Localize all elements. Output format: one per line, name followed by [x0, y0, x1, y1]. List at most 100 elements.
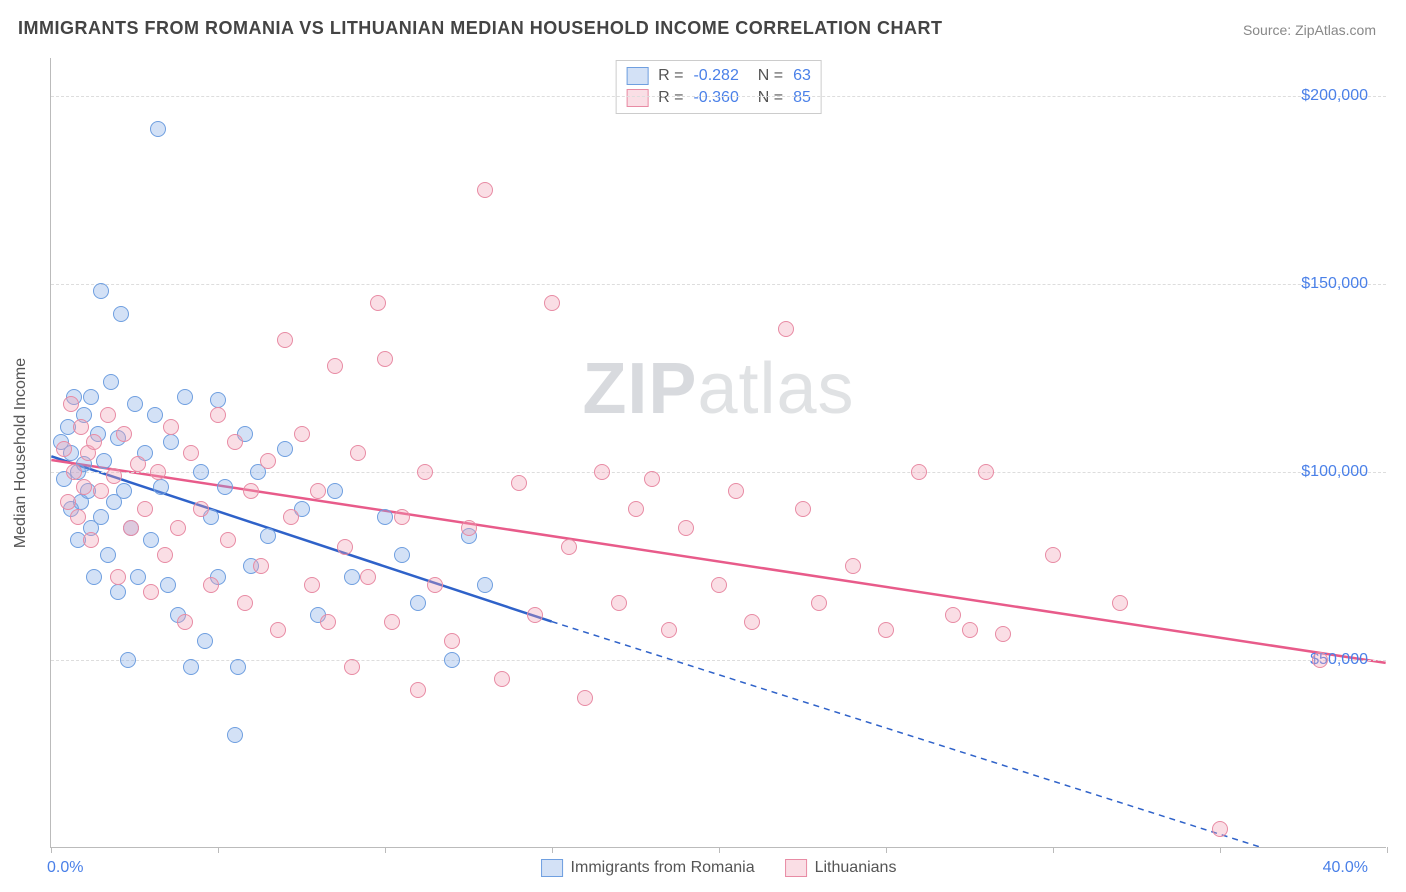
data-point-romania: [153, 479, 169, 495]
data-point-lithuanians: [561, 539, 577, 555]
data-point-romania: [183, 659, 199, 675]
x-tick: [886, 847, 887, 853]
data-point-lithuanians: [237, 595, 253, 611]
watermark-rest: atlas: [697, 349, 854, 429]
y-tick-label: $200,000: [1301, 87, 1368, 105]
x-tick: [218, 847, 219, 853]
data-point-lithuanians: [778, 321, 794, 337]
data-point-lithuanians: [711, 577, 727, 593]
data-point-lithuanians: [477, 182, 493, 198]
data-point-lithuanians: [544, 295, 560, 311]
data-point-lithuanians: [310, 483, 326, 499]
data-point-lithuanians: [377, 351, 393, 367]
data-point-lithuanians: [283, 509, 299, 525]
data-point-lithuanians: [494, 671, 510, 687]
legend-swatch-icon: [541, 859, 563, 877]
data-point-lithuanians: [277, 332, 293, 348]
data-point-romania: [143, 532, 159, 548]
data-point-romania: [83, 389, 99, 405]
data-point-romania: [93, 283, 109, 299]
data-point-lithuanians: [116, 426, 132, 442]
y-tick-label: $100,000: [1301, 463, 1368, 481]
trend-line-dash-romania: [552, 622, 1319, 847]
data-point-lithuanians: [177, 614, 193, 630]
data-point-romania: [116, 483, 132, 499]
data-point-lithuanians: [66, 464, 82, 480]
data-point-romania: [177, 389, 193, 405]
data-point-lithuanians: [83, 532, 99, 548]
x-tick: [1220, 847, 1221, 853]
data-point-romania: [193, 464, 209, 480]
data-point-lithuanians: [137, 501, 153, 517]
data-point-lithuanians: [86, 434, 102, 450]
data-point-romania: [147, 407, 163, 423]
legend-series: Immigrants from Romania Lithuanians: [541, 859, 897, 877]
trend-line-romania: [51, 456, 551, 621]
data-point-romania: [344, 569, 360, 585]
data-point-romania: [477, 577, 493, 593]
data-point-romania: [377, 509, 393, 525]
data-point-romania: [96, 453, 112, 469]
legend-stat-row-romania: R = -0.282 N = 63: [626, 65, 811, 87]
data-point-lithuanians: [210, 407, 226, 423]
data-point-lithuanians: [270, 622, 286, 638]
legend-n-value: 63: [793, 67, 811, 85]
data-point-romania: [217, 479, 233, 495]
watermark: ZIPatlas: [582, 348, 854, 430]
data-point-romania: [444, 652, 460, 668]
source-attribution: Source: ZipAtlas.com: [1243, 22, 1376, 38]
data-point-romania: [100, 547, 116, 563]
source-link[interactable]: ZipAtlas.com: [1295, 22, 1376, 38]
x-axis-max-label: 40.0%: [1323, 859, 1368, 877]
data-point-lithuanians: [337, 539, 353, 555]
data-point-lithuanians: [1112, 595, 1128, 611]
data-point-lithuanians: [123, 520, 139, 536]
x-tick: [719, 847, 720, 853]
legend-series-label: Immigrants from Romania: [571, 859, 755, 877]
data-point-romania: [113, 306, 129, 322]
legend-series-label: Lithuanians: [815, 859, 897, 877]
data-point-romania: [127, 396, 143, 412]
data-point-lithuanians: [978, 464, 994, 480]
data-point-lithuanians: [644, 471, 660, 487]
legend-swatch-icon: [785, 859, 807, 877]
data-point-lithuanians: [427, 577, 443, 593]
gridline: [51, 96, 1386, 97]
y-tick-label: $150,000: [1301, 275, 1368, 293]
data-point-lithuanians: [845, 558, 861, 574]
data-point-romania: [130, 569, 146, 585]
plot-area: ZIPatlas Median Household Income R = -0.…: [50, 58, 1386, 848]
x-tick: [51, 847, 52, 853]
data-point-lithuanians: [203, 577, 219, 593]
legend-series-item-romania: Immigrants from Romania: [541, 859, 755, 877]
data-point-romania: [93, 509, 109, 525]
legend-swatch-icon: [626, 89, 648, 107]
legend-r-label: R =: [658, 89, 683, 107]
data-point-lithuanians: [304, 577, 320, 593]
data-point-lithuanians: [410, 682, 426, 698]
trend-lines: [51, 58, 1386, 847]
data-point-lithuanians: [110, 569, 126, 585]
data-point-lithuanians: [260, 453, 276, 469]
data-point-lithuanians: [193, 501, 209, 517]
data-point-lithuanians: [628, 501, 644, 517]
data-point-lithuanians: [327, 358, 343, 374]
data-point-lithuanians: [73, 419, 89, 435]
data-point-lithuanians: [962, 622, 978, 638]
legend-r-value: -0.282: [693, 67, 738, 85]
data-point-lithuanians: [170, 520, 186, 536]
data-point-lithuanians: [1212, 821, 1228, 837]
data-point-lithuanians: [294, 426, 310, 442]
data-point-lithuanians: [661, 622, 677, 638]
data-point-lithuanians: [611, 595, 627, 611]
data-point-romania: [120, 652, 136, 668]
legend-n-label: N =: [749, 67, 783, 85]
legend-stats: R = -0.282 N = 63R = -0.360 N = 85: [615, 60, 822, 114]
chart-title: IMMIGRANTS FROM ROMANIA VS LITHUANIAN ME…: [18, 18, 942, 39]
data-point-lithuanians: [394, 509, 410, 525]
data-point-lithuanians: [56, 441, 72, 457]
data-point-lithuanians: [995, 626, 1011, 642]
data-point-romania: [260, 528, 276, 544]
data-point-lithuanians: [76, 479, 92, 495]
data-point-romania: [394, 547, 410, 563]
